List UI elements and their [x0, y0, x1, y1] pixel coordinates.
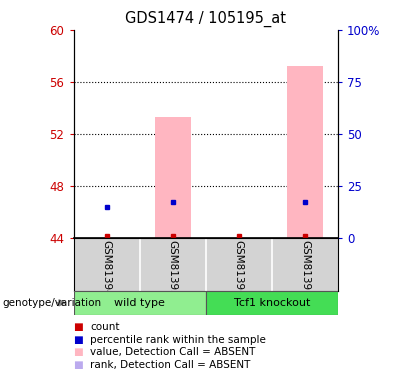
Title: GDS1474 / 105195_at: GDS1474 / 105195_at	[125, 11, 286, 27]
Text: ■: ■	[74, 360, 83, 370]
Text: Tcf1 knockout: Tcf1 knockout	[234, 298, 310, 308]
Bar	[206, 291, 338, 315]
Text: GSM81394: GSM81394	[102, 240, 112, 297]
Text: count: count	[90, 322, 120, 332]
Text: ■: ■	[74, 334, 83, 345]
Text: value, Detection Call = ABSENT: value, Detection Call = ABSENT	[90, 347, 256, 357]
Text: percentile rank within the sample: percentile rank within the sample	[90, 334, 266, 345]
Text: wild type: wild type	[114, 298, 165, 308]
Text: GSM81395: GSM81395	[168, 240, 178, 297]
Bar	[74, 291, 206, 315]
Text: rank, Detection Call = ABSENT: rank, Detection Call = ABSENT	[90, 360, 251, 370]
Text: ■: ■	[74, 347, 83, 357]
Text: GSM81396: GSM81396	[234, 240, 244, 297]
Text: GSM81397: GSM81397	[300, 240, 310, 297]
Bar	[155, 117, 191, 238]
Text: genotype/variation: genotype/variation	[2, 298, 101, 308]
Text: ■: ■	[74, 322, 83, 332]
Bar	[287, 66, 323, 238]
